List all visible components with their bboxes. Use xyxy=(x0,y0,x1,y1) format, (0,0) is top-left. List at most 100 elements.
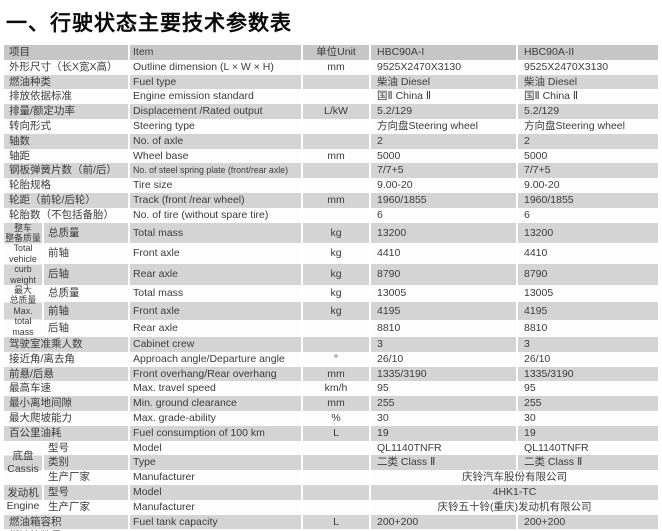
param-unit xyxy=(301,499,369,515)
param-value-hbc90a-2: 1960/1855 xyxy=(516,192,658,208)
param-name-cn: 外形尺寸（长X宽X高） xyxy=(9,60,118,73)
param-unit xyxy=(301,74,369,90)
table-row: 轮距（前轮/后轮） Track (front /rear wheel) mm 1960… xyxy=(4,192,658,208)
param-name-en: Wheel base xyxy=(128,148,301,164)
param-value-hbc90a-2: 方向盘Steering wheel xyxy=(516,118,658,134)
spec-table-body: 外形尺寸（长X宽X高） Outline dimension (L × W × H)… xyxy=(4,59,658,531)
table-row: 接近角/离去角 Approach angle/Departure angle ° 26… xyxy=(4,351,658,367)
param-value-hbc90a-1: 9525X2470X3130 xyxy=(369,59,516,75)
param-name-en: No. of axle xyxy=(128,133,301,149)
param-value-hbc90a-2: 13200 xyxy=(516,222,658,244)
table-row: 轴数 No. of axle 2 2 xyxy=(4,133,658,149)
header-model-hbc90a-2: HBC90A-II xyxy=(516,45,658,60)
table-row: 前悬/后悬 Front overhang/Rear overhang mm 1335/… xyxy=(4,366,658,382)
param-value-hbc90a-2: 4195 xyxy=(516,302,658,320)
param-name-cn: 轴数 xyxy=(9,134,30,147)
param-unit xyxy=(301,470,369,485)
param-name-cn: 总质量 xyxy=(42,222,128,244)
spec-table: 项目 Item 单位Unit HBC90A-I HBC90A-II 外形尺寸（长… xyxy=(4,45,658,531)
param-name-en: Min. ground clearance xyxy=(128,396,301,412)
param-value-hbc90a-2: 2 xyxy=(516,133,658,149)
table-row: 燃油箱容积 Fuel tank capacity L 200+200 200+200 xyxy=(4,514,658,530)
param-name-en: Front axle xyxy=(128,302,301,320)
param-name-cn: 轮距（前轮/后轮） xyxy=(9,193,96,206)
param-unit xyxy=(301,178,369,193)
table-row: 轮胎数（不包括备胎） No. of tire (without spare tir… xyxy=(4,207,658,223)
param-unit: mm xyxy=(301,192,369,208)
param-unit: L/kW xyxy=(301,104,369,119)
param-value-hbc90a-2: 13005 xyxy=(516,285,658,303)
param-value-hbc90a-1: 19 xyxy=(369,425,516,441)
group-label: 最大 总质量 Max. total mass xyxy=(4,285,42,338)
param-unit: mm xyxy=(301,396,369,412)
param-name-en: Cabinet crew xyxy=(128,337,301,352)
param-unit: kg xyxy=(301,243,369,265)
param-name-en: Model xyxy=(128,485,301,500)
param-unit xyxy=(301,440,369,456)
param-name-en: Manufacturer xyxy=(128,499,301,515)
param-value-hbc90a-1: 2 xyxy=(369,133,516,149)
param-name-en: Fuel consumption of 100 km xyxy=(128,425,301,441)
param-unit xyxy=(301,337,369,352)
param-unit xyxy=(301,485,369,500)
param-name-cn: 钢板弹簧片数（前/后） xyxy=(9,164,117,177)
param-unit: L xyxy=(301,514,369,530)
param-value-hbc90a-1: 二类 Class Ⅱ xyxy=(369,455,516,471)
header-item-en: Item xyxy=(128,45,301,60)
param-name-en: Approach angle/Departure angle xyxy=(128,351,301,367)
param-name-cn: 燃油箱容积 xyxy=(9,515,62,528)
table-row: 最大爬坡能力 Max. grade-ability% 30 30 xyxy=(4,411,658,426)
param-value-hbc90a-2: 6 xyxy=(516,207,658,223)
param-name-en: Engine emission standard xyxy=(128,89,301,105)
param-name-cn: 最小离地间隙 xyxy=(9,397,72,410)
param-name-cn: 排放依据标准 xyxy=(9,90,72,103)
header-model-hbc90a-1: HBC90A-I xyxy=(369,45,516,60)
table-row: 前轴 Front axle kg 4195 4195 xyxy=(4,302,658,320)
param-value-hbc90a-1: 4195 xyxy=(369,302,516,320)
param-value-hbc90a-1: 6 xyxy=(369,207,516,223)
param-name-cn: 前轴 xyxy=(42,243,128,265)
param-unit: mm xyxy=(301,59,369,75)
param-value-hbc90a-2: 柴油 Diesel xyxy=(516,74,658,90)
param-name-en: Displacement /Rated output xyxy=(128,104,301,119)
param-name-en: Max. grade-ability xyxy=(128,411,301,426)
param-unit: kg xyxy=(301,264,369,285)
param-unit: km/h xyxy=(301,381,369,397)
table-row: 前轴 Front axle kg 4410 4410 xyxy=(4,243,658,265)
param-unit: mm xyxy=(301,148,369,164)
param-value-hbc90a-1: 7/7+5 xyxy=(369,163,516,179)
param-unit xyxy=(301,529,369,531)
header-unit: 单位Unit xyxy=(301,45,369,60)
param-name-cn: 后轴 xyxy=(42,264,128,285)
table-row: 轴距 Wheel base mm 5000 5000 xyxy=(4,148,658,164)
param-name-cn: 最大爬坡能力 xyxy=(9,412,72,425)
param-value-hbc90a-1: 1960/1855 xyxy=(369,192,516,208)
group-label: 整车 整备质量 Total vehicle curb weight xyxy=(4,222,42,285)
param-name-cn: 燃油种类 xyxy=(9,75,51,88)
param-value-hbc90a-1: 13005 xyxy=(369,285,516,303)
param-value-hbc90a-1: 柴油 Diesel xyxy=(369,74,516,90)
param-value-hbc90a-1: 255 xyxy=(369,396,516,412)
param-name-cn: 驾驶室准乘人数 xyxy=(9,338,83,351)
param-name-en: Track (front /rear wheel) xyxy=(128,192,301,208)
table-row: 生产厂家 Manufacturer 庆铃汽车股份有限公司 xyxy=(4,470,658,485)
param-value-hbc90a-1: 3 xyxy=(369,337,516,352)
param-value-hbc90a-1: 13200 xyxy=(369,222,516,244)
param-value-both-models: 庆铃五十铃(重庆)发动机有限公司 xyxy=(369,499,658,515)
param-value-hbc90a-1: 5.2/129 xyxy=(369,104,516,119)
table-row: 类别 Type 二类 Class Ⅱ 二类 Class Ⅱ xyxy=(4,455,658,471)
param-name-en: No. of tire (without spare tire) xyxy=(128,207,301,223)
param-unit xyxy=(301,133,369,149)
param-value-hbc90a-2: 4410 xyxy=(516,243,658,265)
param-value-both-models: 庆铃汽车股份有限公司 xyxy=(369,470,658,485)
param-name-cn: 类别 xyxy=(42,455,128,471)
table-row: 排放依据标准 Engine emission standard 国Ⅱ China Ⅱ… xyxy=(4,89,658,105)
param-value-hbc90a-1: 8790 xyxy=(369,264,516,285)
table-row: 最小离地间隙 Min. ground clearance mm 255 255 xyxy=(4,396,658,412)
param-value-hbc90a-2: 国Ⅱ China Ⅱ xyxy=(516,89,658,105)
param-name-en: Fuel type xyxy=(128,74,301,90)
param-name-cn: 总质量 xyxy=(42,285,128,303)
table-row: 钢板弹簧片数（前/后） No. of steel spring plate (fr… xyxy=(4,163,658,179)
param-name-en: Type xyxy=(128,455,301,471)
param-name-cn: 轮胎数（不包括备胎） xyxy=(9,208,114,221)
